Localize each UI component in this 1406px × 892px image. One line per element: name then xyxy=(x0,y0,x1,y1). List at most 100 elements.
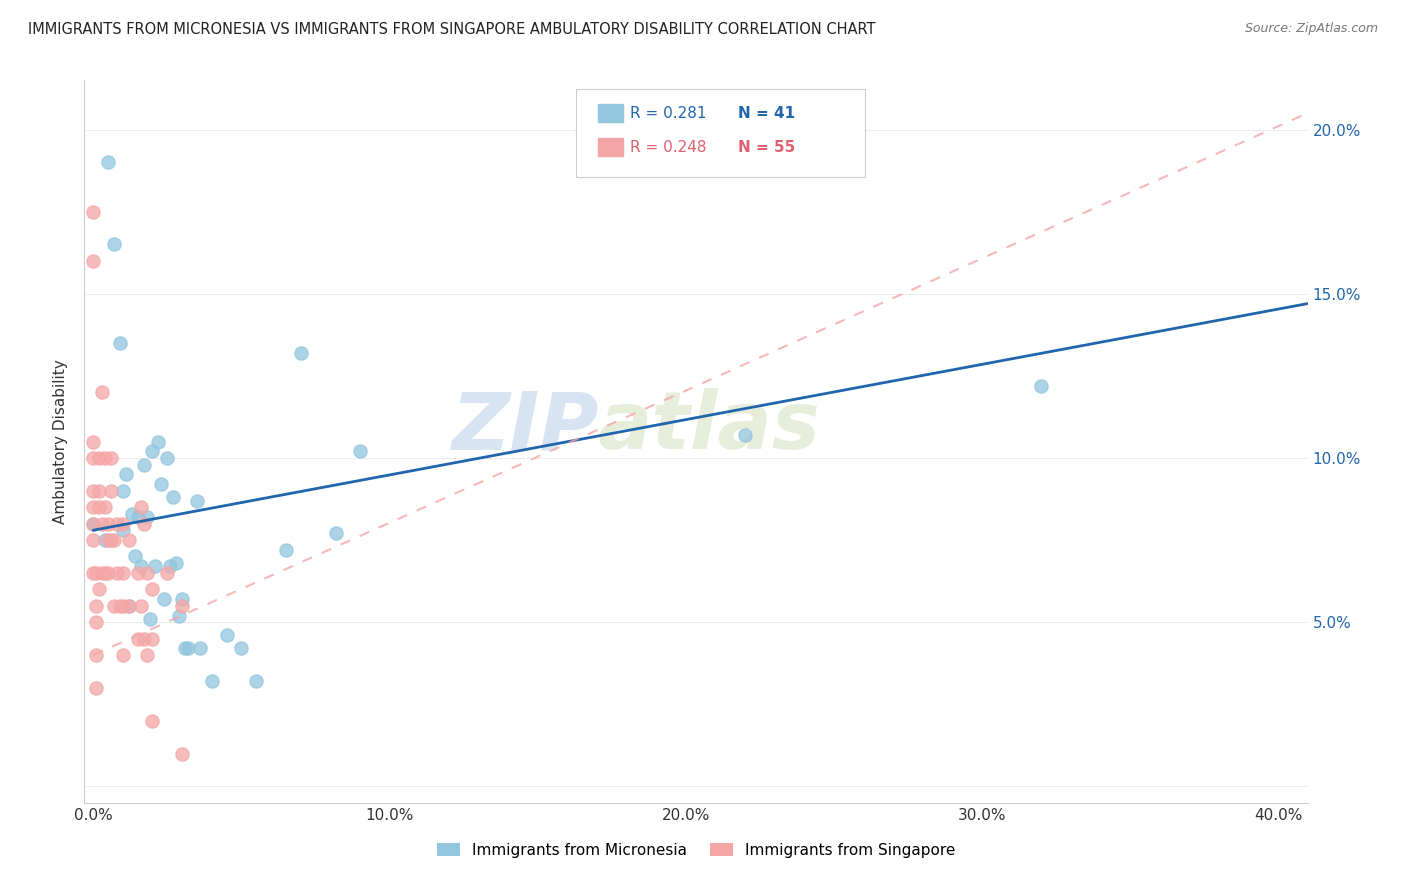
Point xyxy=(82,253,104,268)
Point xyxy=(172,599,194,613)
Point xyxy=(97,566,120,580)
Point xyxy=(89,450,111,465)
Point xyxy=(215,628,238,642)
Point xyxy=(91,385,114,400)
Point xyxy=(127,566,149,580)
Point xyxy=(97,516,120,531)
Point xyxy=(129,500,152,515)
Point xyxy=(111,483,134,498)
Point xyxy=(148,434,170,449)
Point xyxy=(94,450,117,465)
Point xyxy=(82,204,104,219)
Point xyxy=(174,641,197,656)
Text: ZIP: ZIP xyxy=(451,388,598,467)
Point xyxy=(97,155,120,169)
Text: R = 0.281: R = 0.281 xyxy=(630,106,706,120)
Point xyxy=(118,599,141,613)
Point xyxy=(94,566,117,580)
Point xyxy=(103,599,125,613)
Point xyxy=(201,674,224,689)
Point xyxy=(82,516,104,531)
Legend: Immigrants from Micronesia, Immigrants from Singapore: Immigrants from Micronesia, Immigrants f… xyxy=(430,837,962,863)
Point xyxy=(82,500,104,515)
Point xyxy=(172,747,194,761)
Point xyxy=(132,516,155,531)
Point xyxy=(132,632,155,646)
Point xyxy=(186,493,208,508)
Text: IMMIGRANTS FROM MICRONESIA VS IMMIGRANTS FROM SINGAPORE AMBULATORY DISABILITY CO: IMMIGRANTS FROM MICRONESIA VS IMMIGRANTS… xyxy=(28,22,876,37)
Point xyxy=(159,559,181,574)
Point xyxy=(105,516,128,531)
Point xyxy=(94,500,117,515)
Point xyxy=(135,648,157,662)
Point xyxy=(138,612,160,626)
Point xyxy=(141,444,163,458)
Point xyxy=(84,681,107,695)
Point xyxy=(141,714,163,728)
Point xyxy=(150,477,173,491)
Point xyxy=(118,533,141,547)
Point xyxy=(111,599,134,613)
Point xyxy=(127,510,149,524)
Text: atlas: atlas xyxy=(598,388,821,467)
Point xyxy=(124,549,146,564)
Point xyxy=(84,566,107,580)
Point xyxy=(91,516,114,531)
Point xyxy=(177,641,200,656)
Point xyxy=(114,467,136,482)
Point xyxy=(100,483,122,498)
Point xyxy=(231,641,253,656)
Point xyxy=(94,533,117,547)
Point xyxy=(82,516,104,531)
Point xyxy=(100,533,122,547)
Point xyxy=(153,592,176,607)
Point xyxy=(145,559,167,574)
Point xyxy=(165,556,187,570)
Point xyxy=(111,523,134,537)
Point xyxy=(111,516,134,531)
Text: N = 55: N = 55 xyxy=(738,140,796,154)
Point xyxy=(156,566,179,580)
Point xyxy=(105,566,128,580)
Point xyxy=(274,542,297,557)
Point xyxy=(167,608,190,623)
Point xyxy=(82,533,104,547)
Point xyxy=(734,428,756,442)
Point xyxy=(111,566,134,580)
Point xyxy=(121,507,143,521)
Point xyxy=(108,336,131,351)
Point xyxy=(162,491,184,505)
Point xyxy=(91,566,114,580)
Point xyxy=(97,533,120,547)
Point xyxy=(188,641,211,656)
Point xyxy=(82,434,104,449)
Point xyxy=(82,450,104,465)
Text: R = 0.248: R = 0.248 xyxy=(630,140,706,154)
Point xyxy=(156,450,179,465)
Point xyxy=(82,483,104,498)
Point xyxy=(89,500,111,515)
Point xyxy=(129,559,152,574)
Point xyxy=(141,582,163,597)
Point xyxy=(103,533,125,547)
Point xyxy=(84,648,107,662)
Point xyxy=(103,237,125,252)
Point xyxy=(172,592,194,607)
Point xyxy=(349,444,371,458)
Point xyxy=(245,674,267,689)
Point xyxy=(127,632,149,646)
Point xyxy=(100,450,122,465)
Point xyxy=(135,510,157,524)
Point xyxy=(108,599,131,613)
Text: Source: ZipAtlas.com: Source: ZipAtlas.com xyxy=(1244,22,1378,36)
Point xyxy=(132,458,155,472)
Point xyxy=(82,566,104,580)
Point xyxy=(290,346,312,360)
Point xyxy=(118,599,141,613)
Point xyxy=(111,648,134,662)
Y-axis label: Ambulatory Disability: Ambulatory Disability xyxy=(53,359,69,524)
Point xyxy=(84,615,107,630)
Text: N = 41: N = 41 xyxy=(738,106,796,120)
Point xyxy=(89,582,111,597)
Point xyxy=(84,599,107,613)
